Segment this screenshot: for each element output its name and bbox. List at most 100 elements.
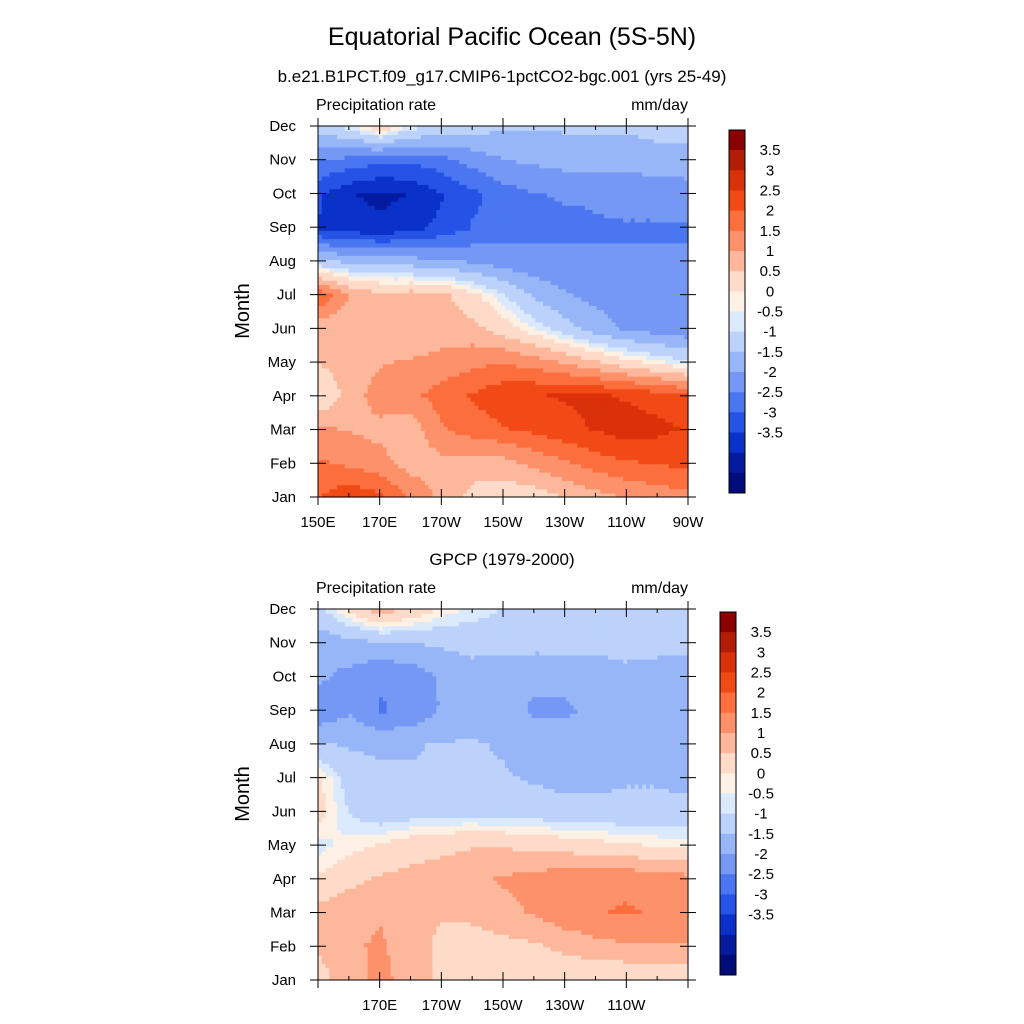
heatmap-cell	[501, 413, 506, 419]
heatmap-cell	[485, 301, 491, 306]
heatmap-cell	[588, 384, 594, 390]
heatmap-cell	[543, 471, 548, 477]
heatmap-cell	[634, 471, 640, 477]
heatmap-cell	[569, 488, 575, 494]
heatmap-cell	[432, 371, 437, 377]
heatmap-cell	[337, 446, 342, 452]
heatmap-cell	[413, 459, 418, 465]
heatmap-cell	[485, 471, 491, 477]
heatmap-cell	[424, 471, 430, 477]
heatmap-cell	[565, 459, 571, 465]
heatmap-cell	[367, 455, 372, 461]
heatmap-cell	[356, 384, 361, 390]
heatmap-cell	[646, 480, 651, 486]
heatmap-cell	[581, 296, 586, 302]
heatmap-cell	[527, 405, 533, 411]
heatmap-cell	[333, 459, 338, 465]
heatmap-cell	[356, 367, 361, 373]
heatmap-cell	[398, 451, 403, 456]
heatmap-cell	[478, 342, 483, 348]
heatmap-cell	[642, 355, 647, 361]
heatmap-cell	[340, 317, 346, 323]
heatmap-cell	[585, 396, 590, 402]
heatmap-cell	[592, 446, 598, 452]
heatmap-cell	[668, 380, 674, 386]
heatmap-cell	[508, 459, 514, 465]
heatmap-cell	[585, 467, 590, 473]
heatmap-cell	[356, 334, 361, 340]
heatmap-cell	[329, 330, 334, 336]
heatmap-cell	[600, 284, 605, 290]
heatmap-cell	[523, 288, 529, 294]
heatmap-cell	[401, 426, 407, 431]
heatmap-cell	[501, 301, 506, 306]
heatmap-cell	[573, 492, 578, 498]
heatmap-cell	[382, 359, 388, 365]
heatmap-cell	[375, 280, 380, 286]
heatmap-cell	[615, 476, 620, 481]
heatmap-cell	[436, 334, 441, 340]
heatmap-cell	[646, 455, 651, 461]
heatmap-cell	[516, 371, 521, 377]
heatmap-cell	[344, 359, 350, 365]
heatmap-cell	[649, 459, 655, 465]
heatmap-cell	[474, 409, 479, 415]
heatmap-cell	[642, 430, 647, 436]
heatmap-cell	[398, 421, 403, 427]
heatmap-cell	[550, 421, 556, 427]
heatmap-cell	[615, 305, 620, 311]
heatmap-cell	[558, 396, 563, 402]
heatmap-cell	[623, 488, 628, 494]
heatmap-cell	[462, 367, 468, 373]
heatmap-cell	[432, 442, 437, 448]
heatmap-cell	[409, 280, 414, 286]
heatmap-cell	[501, 363, 506, 369]
heatmap-cell	[394, 455, 399, 461]
heatmap-cell	[527, 380, 533, 386]
heatmap-cell	[680, 467, 685, 473]
heatmap-cell	[619, 296, 624, 302]
heatmap-cell	[615, 292, 620, 298]
heatmap-cell	[409, 484, 414, 490]
heatmap-cell	[424, 342, 430, 348]
heatmap-cell	[489, 326, 495, 331]
heatmap-cell	[543, 384, 548, 390]
heatmap-cell	[420, 476, 426, 481]
heatmap-cell	[443, 284, 449, 290]
heatmap-cell	[585, 451, 590, 456]
heatmap-cell	[657, 409, 662, 415]
heatmap-cell	[382, 463, 388, 469]
heatmap-cell	[512, 471, 517, 477]
heatmap-cell	[466, 451, 472, 456]
heatmap-cell	[440, 280, 445, 286]
heatmap-cell	[596, 442, 601, 448]
heatmap-cell	[615, 367, 620, 373]
heatmap-cell	[386, 359, 392, 365]
heatmap-cell	[443, 396, 449, 402]
heatmap-cell	[630, 284, 636, 290]
heatmap-cell	[359, 292, 365, 298]
heatmap-cell	[356, 401, 361, 406]
heatmap-cell	[447, 363, 453, 369]
heatmap-cell	[596, 476, 601, 481]
heatmap-cell	[520, 384, 525, 390]
heatmap-cell	[535, 392, 540, 398]
heatmap-cell	[531, 384, 537, 390]
heatmap-cell	[379, 438, 384, 444]
heatmap-cell	[615, 359, 620, 365]
heatmap-cell	[523, 334, 529, 340]
heatmap-cell	[455, 346, 460, 352]
heatmap-cell	[680, 459, 685, 465]
heatmap-cell	[657, 313, 662, 319]
heatmap-cell	[455, 396, 460, 402]
heatmap-cell	[344, 430, 350, 436]
heatmap-cell	[348, 280, 353, 286]
heatmap-cell	[588, 301, 594, 306]
heatmap-cell	[478, 426, 483, 431]
heatmap-cell	[333, 371, 338, 377]
heatmap-cell	[363, 413, 369, 419]
heatmap-cell	[455, 392, 460, 398]
heatmap-cell	[352, 371, 357, 377]
heatmap-cell	[619, 321, 624, 327]
heatmap-cell	[348, 421, 353, 427]
